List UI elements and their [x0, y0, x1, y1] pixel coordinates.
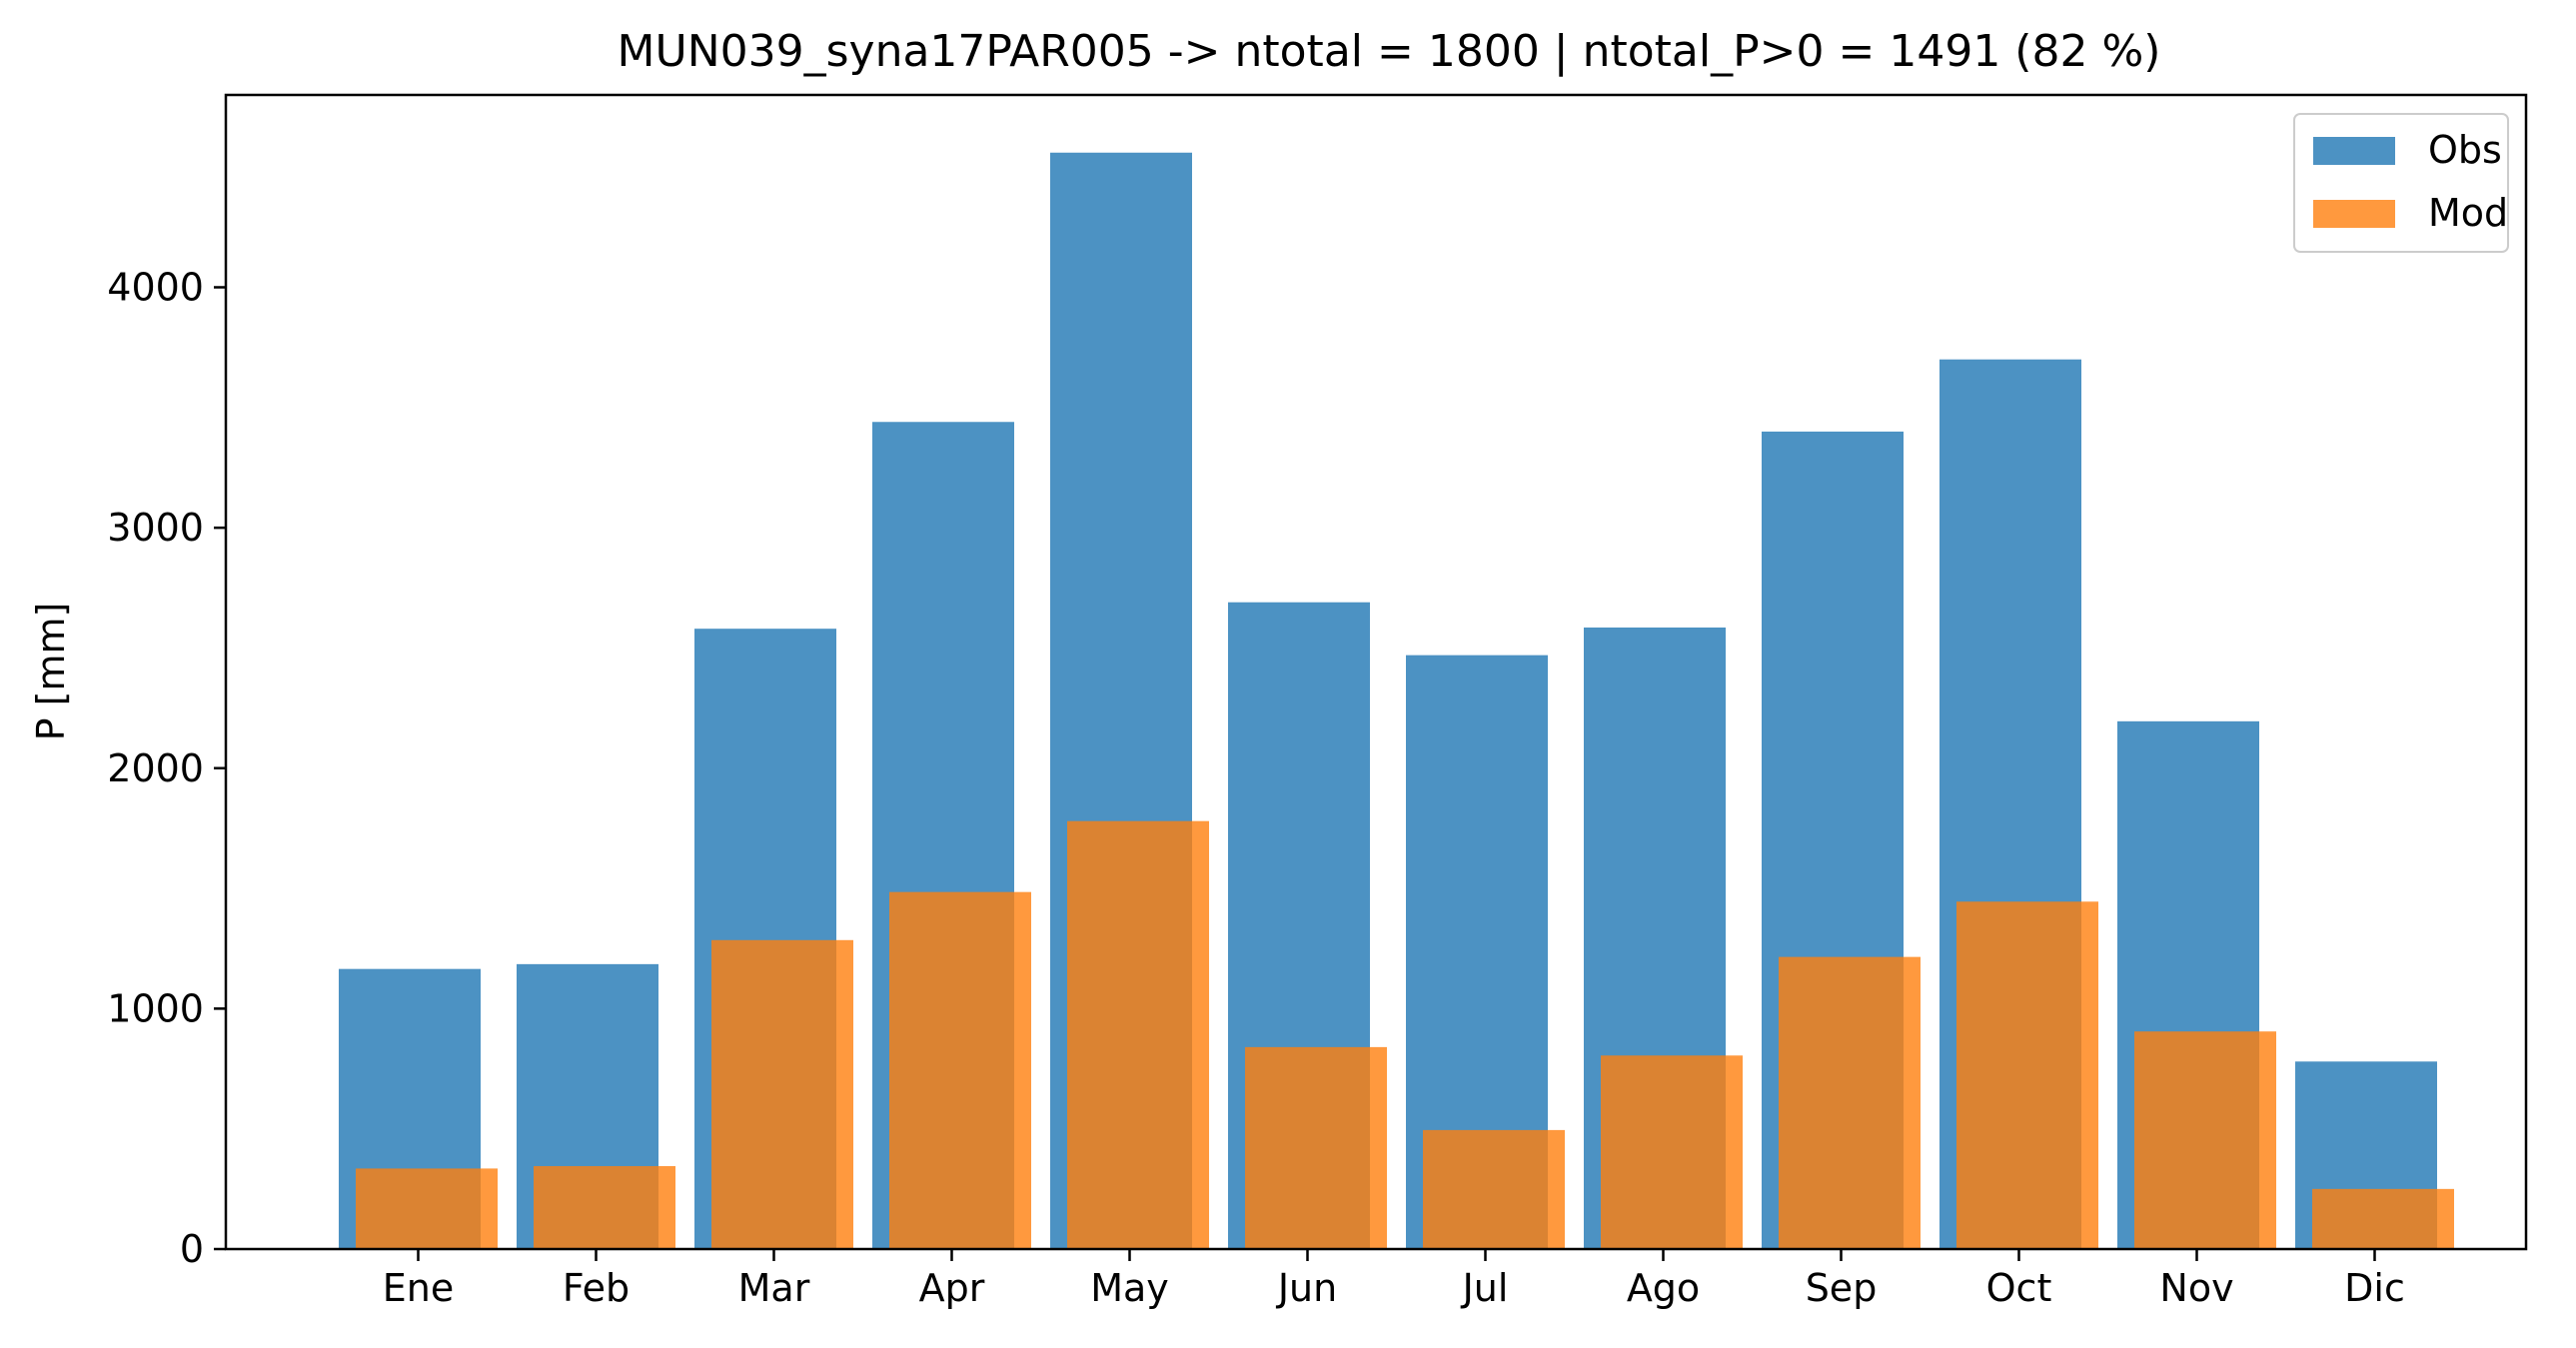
- x-axis: Ene Feb Mar Apr May Jun Jul Ago Sep Oct Nov Dic: [383, 1249, 2405, 1310]
- bar-mod-sep: [1779, 956, 1921, 1249]
- bar-mod-oct: [1956, 901, 2098, 1249]
- x-tick-label-may: May: [1090, 1266, 1169, 1310]
- bars-group: [339, 152, 2454, 1249]
- y-tick-label: 0: [180, 1227, 204, 1271]
- y-tick-label: 4000: [107, 266, 204, 310]
- bar-mod-feb: [534, 1165, 675, 1249]
- x-tick-label-oct: Oct: [1986, 1266, 2052, 1310]
- bar-mod-dic: [2312, 1188, 2454, 1249]
- bar-mod-jul: [1423, 1129, 1565, 1249]
- bar-mod-ene: [356, 1168, 498, 1249]
- bar-mod-mar: [711, 939, 853, 1249]
- plot-frame: [224, 93, 2528, 1251]
- bar-mod-jun: [1245, 1046, 1387, 1249]
- x-tick-label-apr: Apr: [919, 1266, 985, 1310]
- y-tick-label: 3000: [107, 506, 204, 550]
- x-tick-label-sep: Sep: [1806, 1266, 1878, 1310]
- x-tick-label-ene: Ene: [383, 1266, 454, 1310]
- x-tick-label-jul: Jul: [1461, 1266, 1509, 1310]
- legend-swatch-mod: [2313, 200, 2395, 228]
- bar-mod-ago: [1601, 1055, 1743, 1249]
- x-tick-label-nov: Nov: [2159, 1266, 2233, 1310]
- legend-label-mod: Mod: [2428, 191, 2508, 235]
- x-tick-label-feb: Feb: [563, 1266, 630, 1310]
- y-axis-label: P [mm]: [29, 603, 73, 741]
- x-tick-label-mar: Mar: [738, 1266, 810, 1310]
- y-tick-label: 1000: [107, 986, 204, 1030]
- x-tick-label-dic: Dic: [2344, 1266, 2405, 1310]
- legend: Obs Mod: [2293, 113, 2509, 253]
- bar-mod-apr: [889, 891, 1031, 1249]
- y-axis: 0 1000 2000 3000 4000: [107, 266, 226, 1271]
- bar-mod-nov: [2134, 1031, 2276, 1249]
- x-tick-label-jun: Jun: [1276, 1266, 1337, 1310]
- y-tick-label: 2000: [107, 746, 204, 790]
- chart-title: MUN039_syna17PAR005 -> ntotal = 1800 | n…: [618, 26, 2161, 77]
- legend-label-obs: Obs: [2428, 128, 2502, 172]
- legend-swatch-obs: [2313, 137, 2395, 165]
- x-tick-label-ago: Ago: [1627, 1266, 1700, 1310]
- bar-mod-may: [1067, 820, 1209, 1249]
